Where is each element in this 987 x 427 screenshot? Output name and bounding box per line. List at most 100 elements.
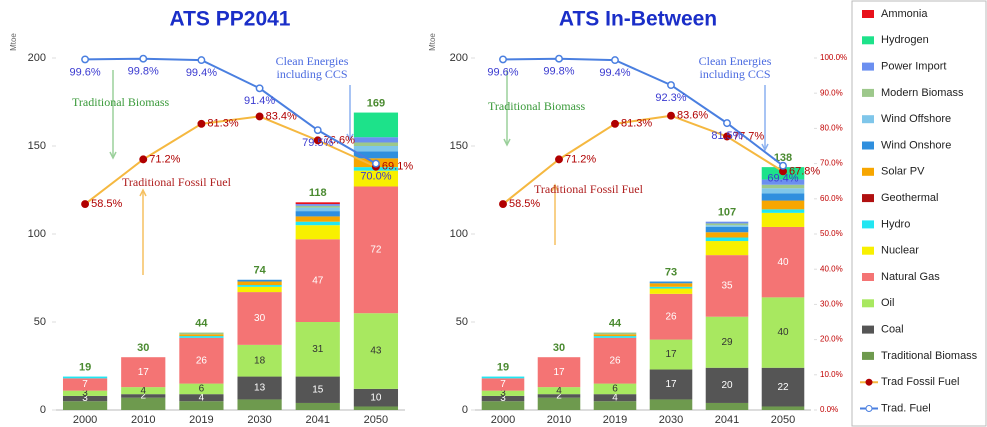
- bar-segment: [295, 322, 340, 377]
- y2-tick-label: 80.0%: [820, 124, 843, 133]
- y2-tick-label: 40.0%: [820, 264, 843, 273]
- y2-tick-label: 0.0%: [820, 405, 838, 414]
- line-marker: [611, 119, 619, 128]
- x-tick-label: 2030: [659, 414, 683, 426]
- bar-segment: [295, 376, 340, 403]
- bar-segment: [649, 283, 693, 287]
- segment-label: 3: [82, 388, 88, 399]
- legend-label: Ammonia: [881, 8, 928, 20]
- annotation: Traditional Fossil Fuel: [534, 182, 644, 196]
- bar-segment: [295, 221, 340, 226]
- legend-label: Coal: [881, 324, 904, 336]
- total-label: 73: [665, 266, 677, 278]
- annotation: including CCS: [276, 67, 347, 81]
- chart-title: ATS In-Between: [559, 8, 717, 31]
- bar-segment: [353, 142, 399, 146]
- line-value-label: 99.4%: [186, 67, 217, 79]
- line-marker: [313, 136, 322, 145]
- x-tick-label: 2050: [364, 414, 388, 426]
- segment-label: 17: [553, 367, 565, 378]
- segment-label: 30: [254, 313, 266, 324]
- bar-segment: [237, 281, 282, 286]
- bar-segment: [481, 395, 525, 402]
- y-tick-label: 0: [462, 404, 468, 416]
- line-marker: [779, 161, 787, 170]
- bar-segment: [62, 390, 108, 396]
- bar-segment: [705, 237, 749, 242]
- segment-label: 4: [199, 392, 205, 403]
- x-tick-label: 2041: [715, 414, 739, 426]
- line-value-label: 71.2%: [149, 153, 180, 165]
- chart-title: ATS PP2041: [169, 8, 290, 31]
- line-marker: [81, 55, 90, 64]
- bar-segment: [353, 112, 399, 138]
- bar-segment: [121, 397, 166, 410]
- bar-segment: [237, 344, 282, 377]
- bar-segment: [62, 395, 108, 402]
- bar-segment: [761, 367, 805, 407]
- x-tick-label: 2010: [547, 414, 571, 426]
- bar-segment: [761, 212, 805, 227]
- segment-label: 4: [140, 385, 146, 396]
- annotation: Traditional Biomass: [488, 99, 586, 113]
- bar-segment: [237, 376, 282, 400]
- line: [502, 114, 784, 205]
- annotation: including CCS: [699, 67, 770, 81]
- line-value-label: 81.5%: [711, 130, 742, 142]
- line-marker: [139, 54, 148, 63]
- total-label: 74: [253, 265, 266, 277]
- segment-label: 13: [254, 383, 266, 394]
- bar-segment: [353, 186, 399, 314]
- bar-segment: [353, 151, 399, 159]
- bar-segment: [649, 369, 693, 400]
- bar-segment: [353, 137, 399, 143]
- legend-swatch: [862, 10, 874, 18]
- segment-label: 3: [500, 388, 506, 399]
- line-marker: [313, 126, 322, 135]
- bar-segment: [705, 226, 749, 233]
- bar-segment: [179, 337, 224, 384]
- total-label: 30: [553, 342, 565, 354]
- line-marker: [723, 119, 731, 128]
- segment-label: 3: [500, 393, 506, 404]
- legend-label: Solar PV: [881, 166, 925, 178]
- bar-segment: [705, 255, 749, 317]
- line-value-label: 83.4%: [266, 110, 297, 122]
- line-marker: [255, 84, 264, 93]
- segment-label: 47: [312, 275, 324, 286]
- segment-label: 22: [777, 382, 789, 393]
- line-value-label: 99.8%: [543, 66, 574, 78]
- legend-swatch: [862, 220, 874, 229]
- y2-tick-label: 30.0%: [820, 300, 843, 309]
- bar-segment: [649, 399, 693, 410]
- legend-swatch: [862, 36, 874, 45]
- bar-segment: [62, 401, 108, 410]
- bar-segment: [761, 188, 805, 194]
- line-marker: [611, 56, 619, 65]
- bar-segment: [649, 286, 693, 289]
- bar-segment: [237, 399, 282, 410]
- bar-segment: [593, 332, 637, 335]
- bar-segment: [649, 293, 693, 340]
- bar-segment: [237, 279, 282, 282]
- line: [84, 115, 377, 205]
- x-tick-label: 2050: [771, 414, 795, 426]
- bar-segment: [705, 223, 749, 226]
- x-tick-label: 2019: [189, 414, 213, 426]
- bar-segment: [593, 334, 637, 337]
- legend-marker: [865, 378, 873, 386]
- y2-tick-label: 100.0%: [820, 53, 847, 62]
- bar-segment: [295, 225, 340, 240]
- y-tick-label: 200: [28, 52, 46, 64]
- segment-label: 2: [140, 391, 146, 402]
- legend-label: Power Import: [881, 61, 946, 73]
- legend-label: Traditional Biomass: [881, 350, 978, 362]
- bar-segment: [593, 394, 637, 402]
- bar-segment: [62, 378, 108, 391]
- x-tick-label: 2030: [247, 414, 271, 426]
- bar-segment: [481, 390, 525, 396]
- bar-segment: [705, 221, 749, 224]
- segment-label: 20: [721, 380, 733, 391]
- bar-segment: [353, 388, 399, 407]
- line-marker: [81, 200, 90, 209]
